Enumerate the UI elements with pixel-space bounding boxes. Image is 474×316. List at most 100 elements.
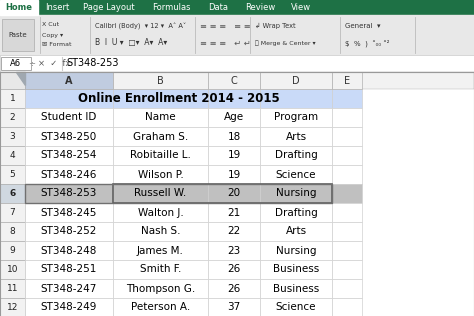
Text: ×  ✓  fx: × ✓ fx [38, 59, 71, 68]
Text: Robitaille L.: Robitaille L. [130, 150, 191, 161]
Text: ST348-253: ST348-253 [41, 189, 97, 198]
Bar [260, 260, 332, 279]
Bar [113, 279, 208, 298]
Text: General  ▾: General ▾ [345, 23, 381, 29]
Text: C: C [231, 76, 237, 86]
Bar [0, 127, 25, 146]
Bar [0, 15, 474, 55]
Bar [0, 55, 474, 72]
Bar [260, 241, 332, 260]
Text: Page Layout: Page Layout [82, 3, 134, 12]
Text: Walton J.: Walton J. [137, 208, 183, 217]
Bar [208, 222, 260, 241]
Bar [208, 146, 260, 165]
Bar [25, 184, 113, 203]
Text: Wilson P.: Wilson P. [137, 169, 183, 179]
Bar [332, 298, 362, 316]
Text: 22: 22 [228, 227, 241, 236]
Bar [332, 89, 362, 108]
Text: Drafting: Drafting [274, 208, 318, 217]
Bar [208, 72, 260, 89]
Bar [208, 184, 260, 203]
Text: B: B [157, 76, 164, 86]
Text: ST348-247: ST348-247 [41, 283, 97, 294]
Text: ≡ ≡ ≡   ≡ ≡: ≡ ≡ ≡ ≡ ≡ [200, 22, 251, 31]
Bar [0, 241, 25, 260]
Text: X Cut: X Cut [42, 22, 59, 27]
Text: ✉ Format: ✉ Format [42, 42, 72, 47]
Text: Arts: Arts [285, 131, 307, 142]
Bar [0, 184, 25, 203]
Text: ST348-246: ST348-246 [41, 169, 97, 179]
Bar [0, 72, 25, 89]
Bar [113, 260, 208, 279]
Bar [332, 184, 362, 203]
Text: 3: 3 [9, 132, 15, 141]
Text: Nursing: Nursing [276, 189, 316, 198]
Bar [332, 72, 362, 89]
Bar [0, 260, 25, 279]
Bar [208, 165, 260, 184]
Bar [113, 165, 208, 184]
Text: A: A [65, 76, 73, 86]
Bar [0, 72, 474, 316]
Bar [0, 222, 25, 241]
Text: 10: 10 [7, 265, 18, 274]
Text: Formulas: Formulas [152, 3, 190, 12]
Text: 9: 9 [9, 246, 15, 255]
Bar [332, 241, 362, 260]
Bar [208, 260, 260, 279]
Bar [208, 241, 260, 260]
Text: E: E [344, 76, 350, 86]
Text: ST348-248: ST348-248 [41, 246, 97, 256]
Text: Student ID: Student ID [41, 112, 97, 123]
Text: Graham S.: Graham S. [133, 131, 188, 142]
Bar [25, 279, 113, 298]
Text: James M.: James M. [137, 246, 184, 256]
Bar [260, 279, 332, 298]
Text: 37: 37 [228, 302, 241, 313]
Bar [332, 260, 362, 279]
Bar [0, 72, 474, 89]
Text: Business: Business [273, 264, 319, 275]
Bar [25, 89, 113, 108]
Bar [0, 203, 25, 222]
Text: Online Enrollment 2014 - 2015: Online Enrollment 2014 - 2015 [78, 92, 279, 105]
Text: Paste: Paste [9, 32, 27, 38]
Bar [260, 165, 332, 184]
Bar [25, 146, 113, 165]
Bar [260, 146, 332, 165]
Bar [113, 108, 208, 127]
Text: ST348-250: ST348-250 [41, 131, 97, 142]
Text: ST348-249: ST348-249 [41, 302, 97, 313]
Text: B  I  U ▾  □▾  Α▾  Α▾: B I U ▾ □▾ Α▾ Α▾ [95, 39, 167, 47]
Polygon shape [16, 72, 25, 85]
Bar [113, 203, 208, 222]
Bar [0, 89, 25, 108]
Text: Program: Program [274, 112, 318, 123]
Bar [25, 108, 113, 127]
Bar [208, 89, 260, 108]
Text: 20: 20 [228, 189, 241, 198]
Bar [113, 222, 208, 241]
Bar [25, 165, 113, 184]
Text: 19: 19 [228, 169, 241, 179]
Text: Calibri (Body)  ▾ 12 ▾  A˄ A˅: Calibri (Body) ▾ 12 ▾ A˄ A˅ [95, 23, 186, 30]
Bar [1, 57, 31, 70]
Text: Data: Data [209, 3, 228, 12]
Text: ST348-252: ST348-252 [41, 227, 97, 236]
Bar [332, 203, 362, 222]
Text: Age: Age [224, 112, 244, 123]
Bar [113, 298, 208, 316]
Text: Home: Home [6, 3, 33, 12]
Bar [113, 89, 208, 108]
Bar [332, 165, 362, 184]
Text: ST348-253: ST348-253 [66, 58, 118, 69]
Bar [25, 72, 113, 89]
Text: 5: 5 [9, 170, 15, 179]
Text: 19: 19 [228, 150, 241, 161]
Bar [113, 241, 208, 260]
Bar [25, 260, 113, 279]
Text: Science: Science [276, 302, 316, 313]
Bar [260, 127, 332, 146]
